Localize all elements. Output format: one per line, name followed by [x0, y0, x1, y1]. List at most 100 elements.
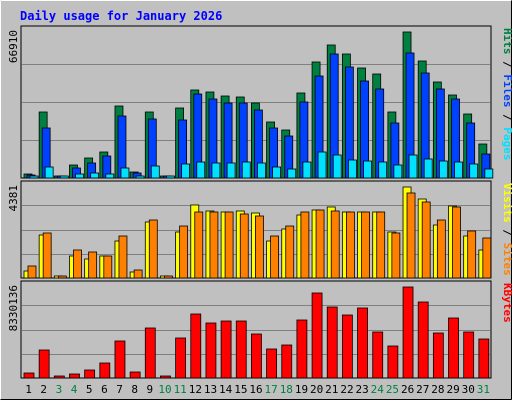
bar-sites-day-1 [27, 265, 37, 279]
bar-sites-day-17 [270, 235, 279, 279]
legend-item-hits: Hits [501, 28, 512, 55]
bar-kbytes-day-21 [326, 306, 338, 379]
x-tick-label-day-23: 23 [356, 383, 369, 396]
panel-bottom-legend: KBytes [501, 283, 512, 323]
x-tick-label-day-27: 27 [416, 383, 429, 396]
bar-pages-day-26 [408, 154, 418, 179]
bar-kbytes-day-31 [478, 338, 490, 379]
x-tick-label-day-12: 12 [189, 383, 202, 396]
panel-top-ymax-label: 66910 [7, 30, 20, 63]
x-tick-label-day-10: 10 [158, 383, 171, 396]
bar-kbytes-day-11 [175, 337, 187, 379]
bar-sites-day-11 [179, 225, 189, 279]
bar-sites-day-4 [73, 249, 82, 279]
panel-bottom: 8330136 KBytes [7, 280, 512, 379]
x-tick-label-day-7: 7 [116, 383, 123, 396]
x-tick-label-day-30: 30 [462, 383, 475, 396]
bar-kbytes-day-25 [387, 345, 399, 379]
x-tick-label-day-4: 4 [71, 383, 78, 396]
bar-kbytes-day-2 [38, 349, 50, 379]
bar-pages-day-25 [393, 164, 403, 179]
bar-pages-day-30 [469, 163, 479, 179]
bar-sites-day-23 [361, 211, 370, 279]
bar-kbytes-day-29 [448, 317, 459, 379]
bar-pages-day-14 [226, 162, 236, 179]
x-tick-label-day-20: 20 [310, 383, 323, 396]
panel-top-legend: Hits / Files / Pages [501, 28, 512, 161]
bar-kbytes-day-22 [341, 314, 353, 379]
bar-kbytes-day-16 [251, 333, 262, 379]
x-tick-label-day-21: 21 [325, 383, 338, 396]
x-tick-label-day-19: 19 [295, 383, 308, 396]
bar-kbytes-day-18 [281, 344, 293, 379]
x-tick-label-day-13: 13 [204, 383, 217, 396]
x-tick-label-day-2: 2 [40, 383, 47, 396]
bar-kbytes-day-17 [266, 348, 277, 379]
panel-middle-ymax-label: 4381 [7, 185, 20, 212]
bar-pages-day-21 [332, 154, 342, 179]
bar-kbytes-day-28 [432, 332, 444, 379]
bar-pages-day-6 [105, 173, 115, 179]
legend-item-pages: Pages [501, 127, 512, 160]
bar-sites-day-6 [103, 255, 113, 279]
bar-sites-day-29 [452, 206, 461, 279]
bar-kbytes-day-8 [129, 371, 141, 379]
bar-kbytes-day-27 [417, 301, 429, 379]
x-tick-label-day-14: 14 [219, 383, 233, 396]
bar-kbytes-day-7 [114, 340, 126, 379]
bar-sites-day-12 [194, 211, 204, 279]
bar-sites-day-26 [406, 192, 416, 279]
bar-kbytes-day-9 [144, 327, 156, 379]
x-tick-label-day-11: 11 [174, 383, 187, 396]
x-tick-label-day-1: 1 [25, 383, 32, 396]
x-tick-label-day-16: 16 [249, 383, 262, 396]
x-tick-label-day-24: 24 [371, 383, 385, 396]
bar-pages-day-1 [29, 175, 39, 179]
bar-sites-day-14 [224, 211, 234, 279]
x-tick-label-day-5: 5 [86, 383, 93, 396]
bar-kbytes-day-26 [402, 286, 414, 379]
x-tick-label-day-9: 9 [147, 383, 154, 396]
bar-sites-day-13 [209, 211, 219, 279]
bar-kbytes-day-1 [23, 372, 35, 379]
bar-kbytes-day-6 [99, 362, 111, 379]
bar-pages-day-12 [196, 161, 206, 179]
chart-title: Daily usage for January 2026 [20, 9, 222, 23]
bar-sites-day-5 [88, 251, 98, 279]
bar-pages-day-5 [90, 172, 100, 179]
bar-kbytes-day-20 [311, 292, 323, 379]
x-tick-label-day-15: 15 [234, 383, 247, 396]
bar-sites-day-24 [376, 211, 386, 279]
bar-kbytes-day-10 [160, 375, 171, 379]
bar-kbytes-day-23 [357, 307, 368, 379]
legend-item-separator: / [501, 55, 512, 75]
panel-bottom-ymax-label: 8330136 [7, 285, 20, 331]
bar-sites-day-9 [148, 219, 158, 279]
bar-sites-day-10 [164, 275, 173, 279]
bar-pages-day-18 [287, 168, 297, 179]
x-tick-label-day-29: 29 [446, 383, 459, 396]
bar-pages-day-27 [423, 158, 433, 179]
panel-top: 66910 Hits / Files / Pages [7, 25, 512, 179]
bar-kbytes-day-5 [84, 369, 96, 379]
legend-item-visits: Visits [501, 183, 512, 223]
x-tick-label-day-18: 18 [280, 383, 293, 396]
bar-kbytes-day-14 [220, 320, 232, 379]
bar-sites-day-7 [118, 235, 128, 279]
bar-sites-day-3 [57, 275, 67, 279]
bar-sites-day-22 [345, 211, 355, 279]
bar-sites-day-18 [285, 225, 295, 279]
bar-sites-day-16 [255, 215, 264, 279]
bar-pages-day-22 [347, 159, 357, 179]
x-tick-label-day-22: 22 [340, 383, 353, 396]
bar-pages-day-3 [59, 175, 69, 179]
bar-sites-day-8 [133, 269, 143, 279]
bar-kbytes-day-24 [372, 331, 384, 379]
bar-pages-day-31 [484, 168, 494, 179]
bar-pages-day-13 [211, 162, 221, 179]
bar-pages-day-17 [272, 166, 281, 179]
bar-pages-day-8 [135, 175, 145, 179]
bar-sites-day-20 [315, 209, 325, 279]
x-tick-label-day-3: 3 [56, 383, 63, 396]
